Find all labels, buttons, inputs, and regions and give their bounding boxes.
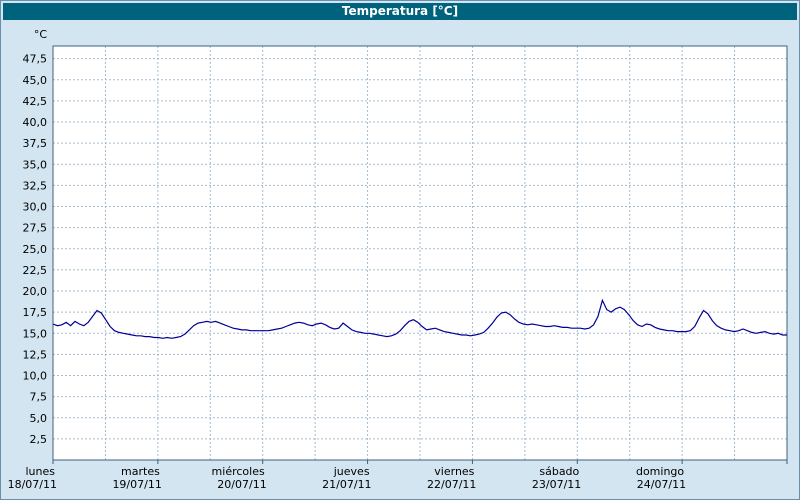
svg-text:19/07/11: 19/07/11 [112, 478, 161, 491]
svg-text:martes: martes [121, 465, 160, 478]
svg-text:25,0: 25,0 [23, 243, 48, 256]
plot-border [52, 45, 788, 461]
svg-text:jueves: jueves [333, 465, 370, 478]
title-bar: Temperatura [°C] [3, 3, 797, 20]
svg-text:24/07/11: 24/07/11 [637, 478, 686, 491]
svg-text:lunes: lunes [26, 465, 56, 478]
chart-area: 2,5 5,0 7,5 10,0 12,5 15,0 17,5 20,0 22,5 25,0 27,… [1, 20, 799, 499]
svg-text:35,0: 35,0 [23, 158, 48, 171]
svg-text:18/07/11: 18/07/11 [8, 478, 57, 491]
svg-text:21/07/11: 21/07/11 [322, 478, 371, 491]
svg-text:22,5: 22,5 [23, 264, 48, 277]
svg-text:37,5: 37,5 [23, 137, 48, 150]
svg-text:22/07/11: 22/07/11 [427, 478, 476, 491]
svg-text:27,5: 27,5 [23, 222, 48, 235]
temperature-line [52, 298, 787, 339]
svg-text:15,0: 15,0 [23, 327, 48, 340]
svg-text:sábado: sábado [539, 465, 579, 478]
svg-text:47,5: 47,5 [23, 53, 48, 66]
svg-text:30,0: 30,0 [23, 201, 48, 214]
svg-text:7,5: 7,5 [30, 391, 48, 404]
svg-text:45,0: 45,0 [23, 74, 48, 87]
gridlines [53, 46, 787, 460]
svg-text:5,0: 5,0 [30, 412, 48, 425]
y-axis-labels: 2,5 5,0 7,5 10,0 12,5 15,0 17,5 20,0 22,5 25,0 27,… [23, 53, 48, 446]
svg-text:miércoles: miércoles [212, 465, 265, 478]
svg-text:12,5: 12,5 [23, 348, 48, 361]
svg-text:viernes: viernes [434, 465, 474, 478]
svg-text:17,5: 17,5 [23, 306, 48, 319]
svg-text:32,5: 32,5 [23, 179, 48, 192]
svg-text:40,0: 40,0 [23, 116, 48, 129]
svg-text:20/07/11: 20/07/11 [217, 478, 266, 491]
svg-text:42,5: 42,5 [23, 95, 48, 108]
svg-text:20,0: 20,0 [23, 285, 48, 298]
temperature-chart: 2,5 5,0 7,5 10,0 12,5 15,0 17,5 20,0 22,5 25,0 27,… [8, 28, 788, 491]
svg-text:2,5: 2,5 [30, 433, 48, 446]
svg-text:23/07/11: 23/07/11 [532, 478, 581, 491]
window-title: Temperatura [°C] [341, 4, 459, 18]
svg-text:domingo: domingo [636, 465, 684, 478]
y-axis-unit-label: °C [34, 28, 48, 41]
plot-background [53, 46, 787, 460]
svg-text:10,0: 10,0 [23, 370, 48, 383]
